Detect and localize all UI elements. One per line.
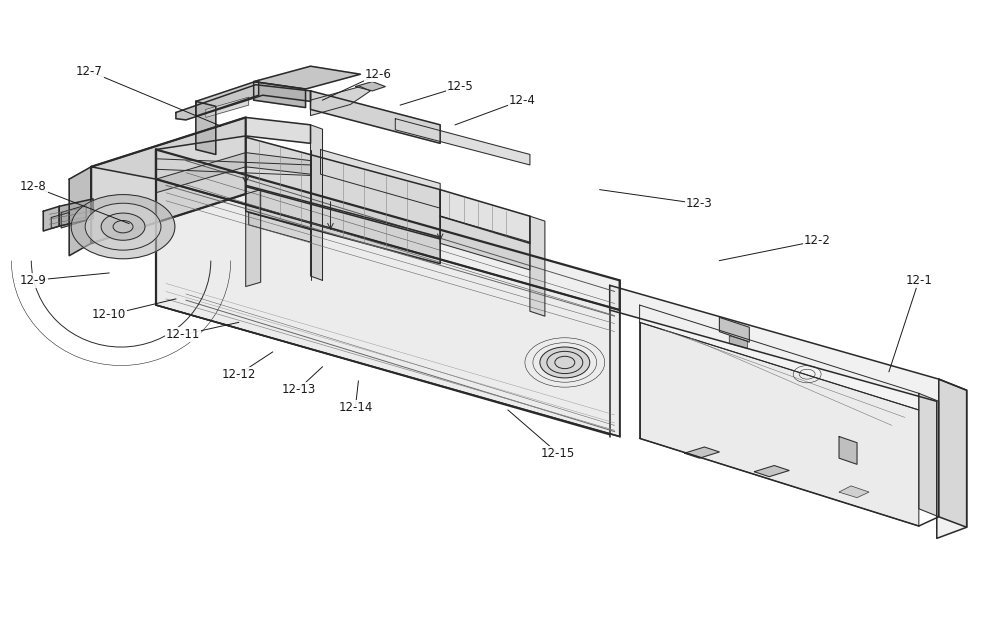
Text: 12-4: 12-4 <box>509 94 535 107</box>
Text: 12-7: 12-7 <box>76 64 103 78</box>
Polygon shape <box>719 317 749 342</box>
Polygon shape <box>249 213 311 242</box>
Polygon shape <box>320 149 440 208</box>
Polygon shape <box>395 118 530 165</box>
Polygon shape <box>754 466 789 477</box>
Text: 12-2: 12-2 <box>804 234 831 247</box>
Polygon shape <box>246 187 440 264</box>
Polygon shape <box>246 137 440 237</box>
Polygon shape <box>839 436 857 464</box>
Polygon shape <box>440 216 530 270</box>
Polygon shape <box>206 97 249 117</box>
Circle shape <box>85 203 161 250</box>
Polygon shape <box>156 153 311 193</box>
Polygon shape <box>59 199 93 226</box>
Text: 12-3: 12-3 <box>686 197 713 210</box>
Text: 12-8: 12-8 <box>20 180 47 193</box>
Text: 12-12: 12-12 <box>222 368 256 381</box>
Text: 12-6: 12-6 <box>365 68 392 81</box>
Text: 12-15: 12-15 <box>541 446 575 459</box>
Polygon shape <box>311 125 322 280</box>
Polygon shape <box>176 85 311 120</box>
Text: 12-5: 12-5 <box>447 80 473 93</box>
Text: 12-1: 12-1 <box>905 274 932 287</box>
Polygon shape <box>43 206 59 231</box>
Polygon shape <box>311 91 440 143</box>
Polygon shape <box>51 213 69 229</box>
Polygon shape <box>254 66 360 89</box>
Polygon shape <box>355 82 385 91</box>
Polygon shape <box>196 81 259 116</box>
Polygon shape <box>919 393 939 516</box>
Polygon shape <box>839 486 869 498</box>
Text: 12-13: 12-13 <box>281 383 316 396</box>
Circle shape <box>71 195 175 259</box>
Polygon shape <box>196 102 216 154</box>
Text: 12-10: 12-10 <box>92 308 126 321</box>
Polygon shape <box>156 179 620 436</box>
Polygon shape <box>684 447 719 458</box>
Circle shape <box>101 213 145 241</box>
Polygon shape <box>69 167 91 255</box>
Polygon shape <box>530 216 545 316</box>
Polygon shape <box>91 117 246 243</box>
Polygon shape <box>610 285 967 538</box>
Polygon shape <box>640 305 919 410</box>
Polygon shape <box>91 117 311 179</box>
Polygon shape <box>156 149 620 310</box>
Polygon shape <box>729 336 747 348</box>
Polygon shape <box>440 190 530 243</box>
Circle shape <box>540 347 590 378</box>
Text: 12-11: 12-11 <box>166 328 200 341</box>
Polygon shape <box>61 205 86 228</box>
Text: 12-14: 12-14 <box>338 401 373 414</box>
Polygon shape <box>254 82 306 107</box>
Polygon shape <box>939 379 967 527</box>
Polygon shape <box>246 190 261 286</box>
Polygon shape <box>640 322 919 526</box>
Polygon shape <box>311 87 370 115</box>
Text: 12-9: 12-9 <box>20 274 47 287</box>
